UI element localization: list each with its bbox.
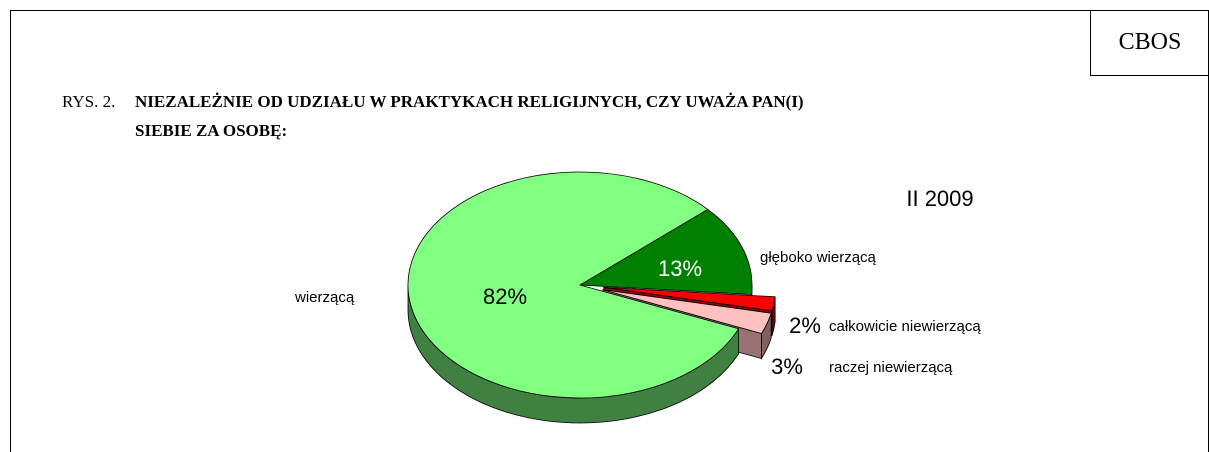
category-label: całkowicie niewierzącą: [829, 318, 981, 335]
value-label: 13%: [658, 256, 702, 281]
figure-label: RYS. 2.: [62, 92, 116, 111]
title-line: SIEBIE ZA OSOBĘ:: [135, 121, 288, 140]
category-label: głęboko wierzącą: [760, 249, 877, 266]
category-label: raczej niewierzącą: [829, 359, 953, 376]
slice: [578, 208, 753, 295]
title-line: NIEZALEŻNIE OD UDZIAŁU W PRAKTYKACH RELI…: [135, 92, 804, 111]
logo: CBOS: [1090, 10, 1209, 76]
slice: [407, 171, 740, 399]
category-label: wierzącą: [294, 289, 355, 306]
value-label: 3%: [771, 354, 803, 379]
value-label: 82%: [483, 284, 527, 309]
subtitle: II 2009: [906, 186, 973, 211]
slice: [603, 286, 776, 312]
slice: [602, 289, 772, 334]
value-label: 2%: [789, 313, 821, 338]
